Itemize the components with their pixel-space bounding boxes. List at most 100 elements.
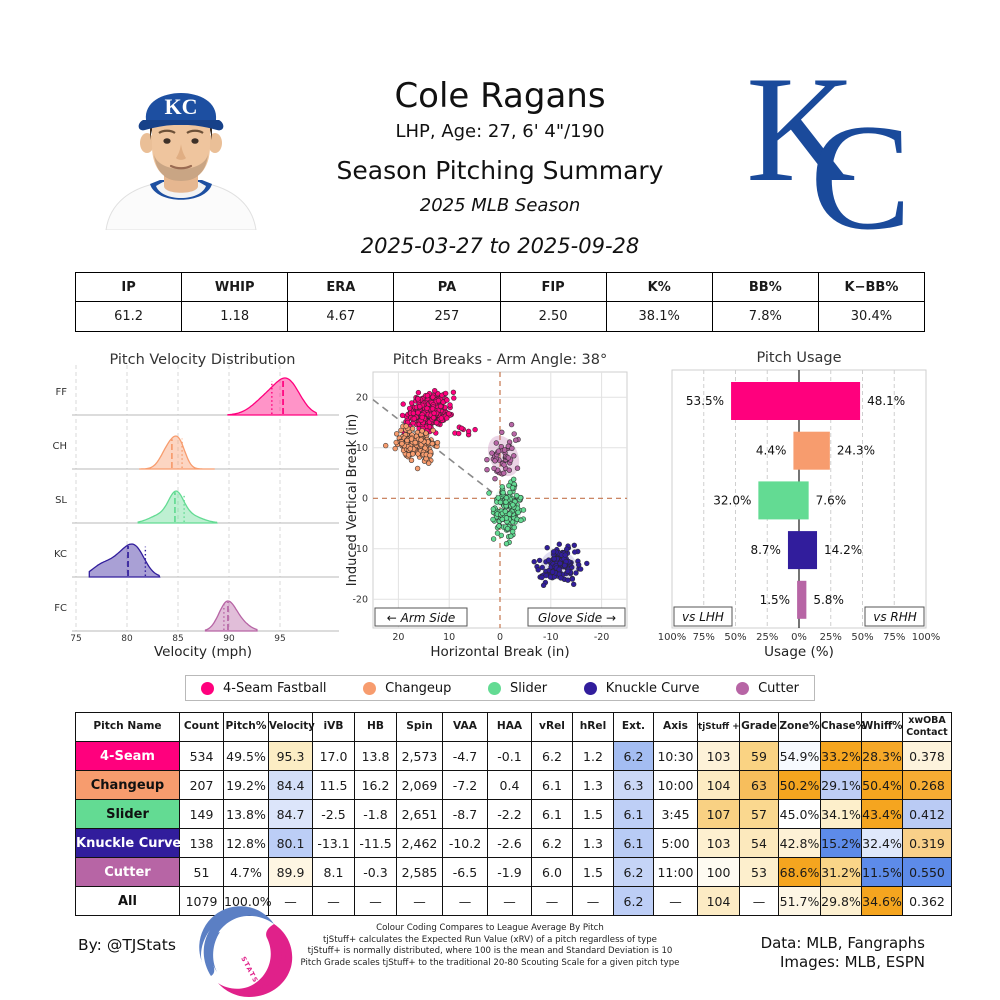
scatter-point (584, 560, 590, 567)
scatter-point (417, 403, 423, 410)
legend-dot (488, 681, 502, 695)
pitch-table-cell: 51.7% (778, 886, 821, 916)
pitch-table-cell: 34.1% (820, 799, 862, 829)
pitch-table-cell: 32.4% (861, 828, 903, 858)
footnote-line: tjStuff+ is normally distributed, where … (307, 946, 673, 956)
usage-rhh-label: 7.6% (816, 493, 847, 507)
summary-stat-header: PA (393, 272, 501, 302)
glove-side-box: Glove Side → (527, 607, 626, 627)
legend-label: Knuckle Curve (605, 680, 700, 696)
pitch-table-cell: — (268, 886, 313, 916)
breaks-x-tick: 20 (392, 632, 404, 643)
scatter-point (503, 499, 509, 505)
scatter-point (433, 419, 440, 426)
pitch-table-cell: 13.8 (354, 741, 397, 771)
breaks-x-axis-label: Horizontal Break (in) (430, 644, 569, 660)
pitch-table-cell: 1.5 (572, 799, 614, 829)
pitch-table-cell: 2,585 (396, 857, 443, 887)
pitch-table-cell: 2,573 (396, 741, 443, 771)
brow-left (158, 129, 176, 134)
pitch-table-cell: 6.2 (531, 828, 573, 858)
pitch-table-cell: 54 (739, 828, 779, 858)
usage-rhh-label: 48.1% (867, 394, 905, 408)
pitch-table-cell: 10:00 (653, 770, 698, 800)
pitch-table-cell: -1.8 (354, 799, 397, 829)
usage-x-tick: 25% (820, 632, 842, 643)
scatter-point (572, 549, 578, 555)
legend-item-changeup: Changeup (363, 681, 451, 696)
pitch-table-row-cutter: Cutter 51 4.7% 89.9 8.1 -0.3 2,585 -6.5 -1.9 6.0 1… (75, 857, 952, 887)
pitch-table-cell: 1.5 (572, 857, 614, 887)
pitch-table-cell: 19.2% (223, 770, 269, 800)
usage-x-tick: 50% (851, 632, 873, 643)
scatter-point (510, 502, 516, 508)
summary-stat-value: 30.4% (817, 301, 926, 332)
vs-rhh-rect (864, 606, 925, 627)
glove-side-label: Glove Side → (538, 611, 616, 625)
pitch-table-cell: 63 (739, 770, 779, 800)
stubble (154, 154, 208, 181)
summary-stat-header: K% (605, 272, 713, 302)
pitch-table-cell: 17.0 (312, 741, 355, 771)
pitch-table-cell: 42.8% (778, 828, 821, 858)
scatter-point (424, 392, 431, 399)
usage-lhh-label: 8.7% (750, 543, 781, 557)
pitch-table-cell: 6.1 (613, 799, 654, 829)
breaks-chart-title: Pitch Breaks - Arm Angle: 38° (393, 352, 608, 368)
scatter-cluster-changeup (382, 423, 441, 472)
pitch-table-cell: 4.7% (223, 857, 269, 887)
pitch-table-cell: 149 (179, 799, 224, 829)
legend-dot (363, 681, 377, 695)
scatter-cluster-knuckle-curve (531, 541, 590, 589)
scatter-point (502, 508, 509, 515)
scatter-point (531, 559, 537, 565)
scatter-point (438, 415, 445, 421)
pitch-table-header: Axis (653, 712, 698, 742)
scatter-point (556, 541, 563, 547)
scatter-point (399, 440, 405, 447)
scatter-cluster-4-seam-fastball (399, 387, 478, 438)
pitch-table-row-changeup: Changeup 207 19.2% 84.4 11.5 16.2 2,069 -7.2 0.4… (75, 770, 952, 800)
pitch-table-header: Pitch% (223, 712, 269, 742)
pitch-table-header: Grade (739, 712, 779, 742)
scatter-point (495, 448, 502, 454)
scatter-point (490, 506, 497, 512)
scatter-point (429, 406, 436, 412)
usage-lhh-label: 1.5% (760, 593, 791, 607)
velocity-curve-CH (139, 435, 215, 470)
pitch-name-cell: All (75, 886, 180, 916)
pitch-table-header: Zone% (778, 712, 821, 742)
cap-kc-monogram: KC (165, 94, 198, 119)
pitch-table-cell: 0.412 (902, 799, 952, 829)
pitch-table-cell: 0.4 (487, 770, 532, 800)
velocity-row-label: KC (54, 549, 67, 560)
pitch-table-cell: 2,462 (396, 828, 443, 858)
pitch-table-cell: 54.9% (778, 741, 821, 771)
mouth (169, 164, 193, 170)
pitch-table-cell: — (442, 886, 488, 916)
pitch-table-cell: 84.7 (268, 799, 313, 829)
scatter-point (508, 421, 515, 428)
legend-label: 4-Seam Fastball (223, 680, 327, 696)
cap-brim (138, 120, 224, 131)
pitch-table-cell: 104 (697, 770, 740, 800)
scatter-point (490, 516, 496, 523)
summary-title: Season Pitching Summary (336, 156, 664, 185)
scatter-point (578, 566, 584, 572)
scatter-point (451, 395, 457, 401)
footnotes: Colour Coding Compares to League Average… (270, 923, 710, 969)
scatter-point (430, 394, 436, 400)
summary-stats-table: IP WHIP ERA PA FIP K% BB% K−BB% 61.2 1.18 4.67 257… (74, 272, 926, 332)
pitch-table-cell: 31.2% (820, 857, 862, 887)
usage-x-tick: 0% (791, 632, 807, 643)
pitch-table-cell: 45.0% (778, 799, 821, 829)
scatter-point (496, 523, 502, 529)
glove-side-rect (527, 607, 626, 627)
pitch-table-cell: 107 (697, 799, 740, 829)
pitch-table-header: HB (354, 712, 397, 742)
scatter-point (465, 428, 472, 435)
breaks-y-tick: -10 (352, 544, 368, 555)
usage-bar-knuckle-curve (787, 531, 818, 570)
scatter-point (520, 507, 527, 513)
